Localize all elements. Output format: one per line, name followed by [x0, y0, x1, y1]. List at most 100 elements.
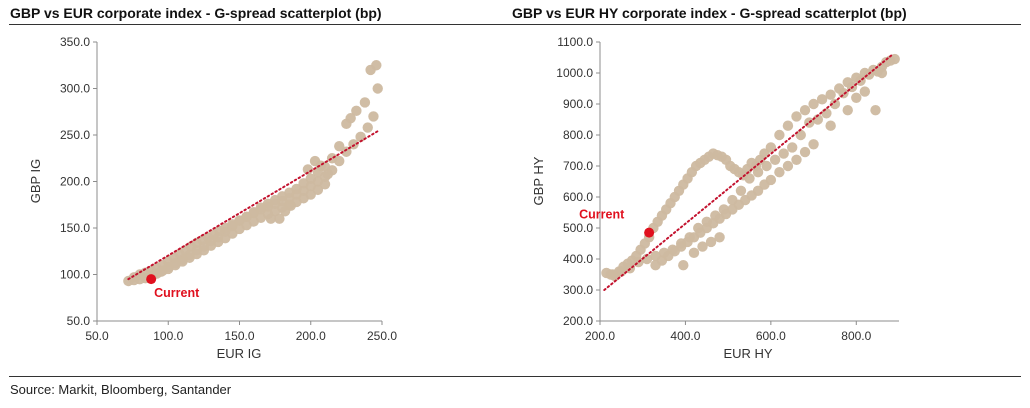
scatter-point — [774, 129, 785, 141]
scatter-point — [688, 247, 700, 258]
current-point — [146, 274, 157, 285]
scatter-point — [274, 213, 285, 224]
scatter-point — [735, 185, 747, 196]
x-tick-label: 200.0 — [296, 329, 326, 343]
y-tick-label: 300.0 — [563, 283, 593, 297]
scatter-point — [870, 105, 881, 116]
x-axis-label: EUR IG — [217, 346, 262, 361]
x-tick-label: 200.0 — [585, 329, 615, 343]
scatter-point — [752, 185, 764, 196]
scatter-point — [319, 179, 331, 190]
x-tick-label: 600.0 — [756, 329, 786, 343]
x-tick-label: 250.0 — [367, 329, 397, 343]
scatter-point — [808, 139, 819, 150]
scatter-point — [355, 131, 366, 143]
scatter-point — [778, 148, 789, 159]
current-point — [644, 227, 655, 238]
source-note: Source: Markit, Bloomberg, Santander — [10, 382, 232, 397]
current-label: Current — [154, 286, 200, 300]
y-tick-label: 800.0 — [563, 128, 593, 142]
scatter-point — [808, 98, 819, 110]
scatter-point — [765, 174, 777, 186]
scatter-point — [326, 153, 338, 164]
trend-line — [603, 53, 894, 291]
scatter-point — [880, 56, 892, 68]
scatter-point — [359, 97, 371, 108]
footer-rule — [9, 376, 1021, 377]
scatter-point — [791, 111, 802, 122]
scatter-point — [851, 92, 862, 104]
scatter-point — [616, 266, 627, 277]
y-tick-label: 900.0 — [563, 97, 593, 111]
scatter-point — [312, 184, 324, 196]
x-axis-label: EUR HY — [723, 346, 772, 361]
y-tick-label: 400.0 — [563, 252, 593, 266]
scatter-point — [799, 146, 811, 158]
x-tick-label: 150.0 — [224, 329, 254, 343]
scatter-point — [265, 213, 277, 224]
y-tick-label: 500.0 — [563, 221, 593, 235]
y-axis-label: GBP HY — [531, 156, 546, 205]
scatter-point — [825, 89, 836, 100]
scatter-point — [889, 53, 900, 65]
chart-title-ig: GBP vs EUR corporate index - G-spread sc… — [10, 5, 382, 21]
y-tick-label: 350.0 — [60, 35, 90, 49]
ig-scatterplot: 50.0 100.0 150.0 200.0 250.0 300.0 350.0 50.0 10… — [28, 35, 397, 361]
scatter-point — [816, 94, 828, 105]
chart-title-hy: GBP vs EUR HY corporate index - G-spread… — [512, 5, 907, 21]
y-tick-label: 1100.0 — [557, 35, 593, 49]
scatter-point — [678, 260, 689, 271]
scatter-point — [838, 87, 849, 99]
scatter-point — [641, 253, 653, 265]
scatter-point — [607, 269, 619, 280]
scatter-point — [285, 200, 296, 211]
scatter-point — [765, 142, 777, 153]
scatter-point — [744, 173, 755, 184]
scatter-point — [315, 160, 326, 171]
scatter-point — [799, 105, 811, 116]
header-rule — [9, 24, 1021, 25]
y-tick-label: 150.0 — [60, 221, 90, 235]
y-axis-label: GBP IG — [28, 159, 43, 204]
scatter-point — [795, 129, 806, 141]
scatter-point — [298, 178, 309, 189]
scatter-point — [782, 120, 794, 131]
scatter-point — [705, 236, 717, 248]
y-tick-label: 50.0 — [67, 314, 91, 328]
hy-scatterplot: 200.0 300.0 400.0 500.0 600.0 700.0 800.0 900.0… — [531, 35, 900, 361]
y-tick-label: 1000.0 — [556, 66, 593, 80]
scatter-point — [859, 86, 871, 97]
scatter-point — [351, 105, 362, 117]
trend-line — [127, 129, 381, 281]
scatter-point — [368, 111, 379, 122]
x-tick-label: 800.0 — [841, 329, 871, 343]
scatter-point — [769, 154, 781, 165]
scatter-point — [821, 108, 832, 119]
x-tick-label: 100.0 — [153, 329, 183, 343]
y-tick-label: 200.0 — [563, 314, 593, 328]
scatter-point — [842, 105, 853, 116]
scatter-point — [752, 167, 764, 178]
y-tick-label: 100.0 — [60, 268, 90, 282]
x-tick-label: 400.0 — [670, 329, 700, 343]
scatter-point — [876, 67, 888, 79]
y-tick-label: 200.0 — [60, 175, 90, 189]
scatter-point — [782, 160, 794, 172]
scatter-point — [341, 118, 352, 130]
scatter-point — [761, 160, 772, 172]
scatter-point — [697, 241, 708, 252]
scatter-point — [791, 154, 802, 165]
scatter-point — [774, 167, 785, 178]
scatter-point — [829, 98, 841, 110]
scatter-point — [787, 142, 798, 153]
scatter-point — [371, 60, 382, 71]
y-tick-label: 700.0 — [563, 159, 593, 173]
current-label: Current — [579, 208, 625, 222]
scatter-point — [714, 232, 725, 243]
scatter-point — [812, 114, 824, 125]
y-tick-label: 300.0 — [60, 82, 90, 96]
y-tick-label: 600.0 — [563, 190, 593, 204]
scatter-point — [322, 168, 334, 180]
scatter-point — [362, 122, 373, 133]
x-tick-label: 50.0 — [85, 329, 109, 343]
